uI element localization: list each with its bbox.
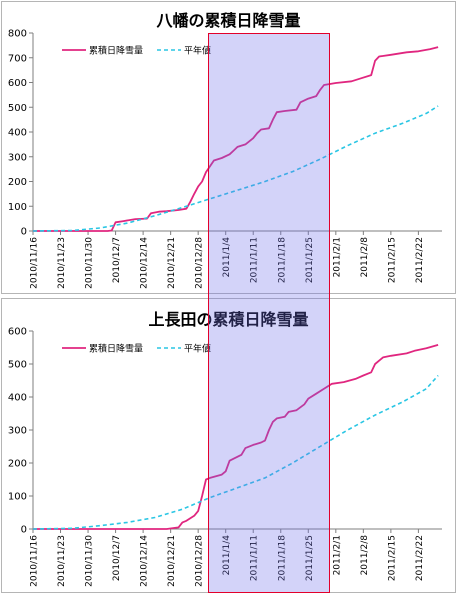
x-tick-label: 2010/12/28	[195, 237, 205, 289]
series-line-normal	[32, 105, 439, 232]
y-tick-label: 600	[8, 78, 27, 89]
y-tick-label: 400	[8, 393, 27, 404]
x-tick-label: 2010/12/14	[140, 237, 150, 289]
chart-0: 0 100 200 300 400 500 600 700 800 2010/11/16 2010/…	[8, 29, 442, 289]
series-line-normal	[32, 374, 439, 530]
y-tick-label: 800	[8, 29, 27, 40]
x-tick-label: 2010/11/23	[57, 237, 67, 289]
x-tick-label: 2011/2/22	[415, 237, 425, 283]
y-tick-label: 300	[8, 152, 27, 163]
x-tick-label: 2010/11/30	[85, 535, 95, 587]
y-tick-label: 0	[21, 227, 27, 238]
x-tick-label: 2010/12/21	[167, 535, 177, 587]
y-tick-label: 500	[8, 360, 27, 371]
x-tick-label: 2011/1/11	[250, 535, 260, 581]
legend-label-normal: 平年値	[184, 45, 211, 57]
legend-label-accumulated: 累積日降雪量	[89, 45, 143, 57]
y-tick-label: 300	[8, 426, 27, 437]
x-tick-label: 2011/2/8	[360, 237, 370, 278]
y-tick-label: 100	[8, 202, 27, 213]
y-tick-label: 700	[8, 53, 27, 64]
x-tick-label: 2010/12/7	[112, 535, 122, 581]
x-tick-label: 2010/11/16	[30, 237, 40, 289]
x-tick-label: 2011/1/18	[277, 535, 287, 581]
x-tick-label: 2011/1/11	[250, 237, 260, 283]
x-tick-label: 2010/12/7	[112, 237, 122, 283]
y-tick-label: 400	[8, 128, 27, 139]
x-tick-label: 2011/2/15	[387, 535, 397, 581]
x-tick-label: 2011/2/15	[387, 237, 397, 283]
chart-title-kaminagata: 上長田の累積日降雪量	[148, 310, 309, 329]
y-tick-label: 200	[8, 459, 27, 470]
x-tick-label: 2010/12/14	[140, 535, 150, 587]
legend-label-accumulated: 累積日降雪量	[89, 343, 143, 355]
chart-1: 0 100 200 300 400 500 600 2010/11/16 2010/11/23 2…	[8, 327, 442, 587]
legend-label-normal: 平年値	[184, 343, 211, 355]
y-tick-label: 600	[8, 327, 27, 338]
x-tick-label: 2011/2/1	[332, 535, 342, 575]
x-tick-label: 2010/11/23	[57, 535, 67, 587]
x-tick-label: 2011/1/18	[277, 237, 287, 283]
x-tick-label: 2011/2/8	[360, 535, 370, 576]
x-tick-label: 2011/1/25	[305, 535, 315, 581]
x-tick-label: 2011/1/4	[222, 535, 232, 576]
y-tick-label: 500	[8, 103, 27, 114]
x-tick-label: 2010/12/28	[195, 535, 205, 587]
x-tick-label: 2011/2/22	[415, 535, 425, 581]
series-line-accumulated	[33, 46, 439, 232]
x-tick-label: 2010/11/16	[30, 535, 40, 587]
y-tick-label: 0	[21, 525, 27, 536]
y-tick-label: 100	[8, 492, 27, 503]
x-tick-label: 2010/11/30	[85, 237, 95, 289]
x-tick-label: 2011/1/4	[222, 237, 232, 278]
x-tick-label: 2011/2/1	[332, 237, 342, 277]
y-tick-label: 200	[8, 177, 27, 188]
x-tick-label: 2011/1/25	[305, 237, 315, 283]
x-tick-label: 2010/12/21	[167, 237, 177, 289]
highlight-period-band	[208, 33, 330, 593]
chart-title-hachiman: 八幡の累積日降雪量	[156, 11, 301, 30]
